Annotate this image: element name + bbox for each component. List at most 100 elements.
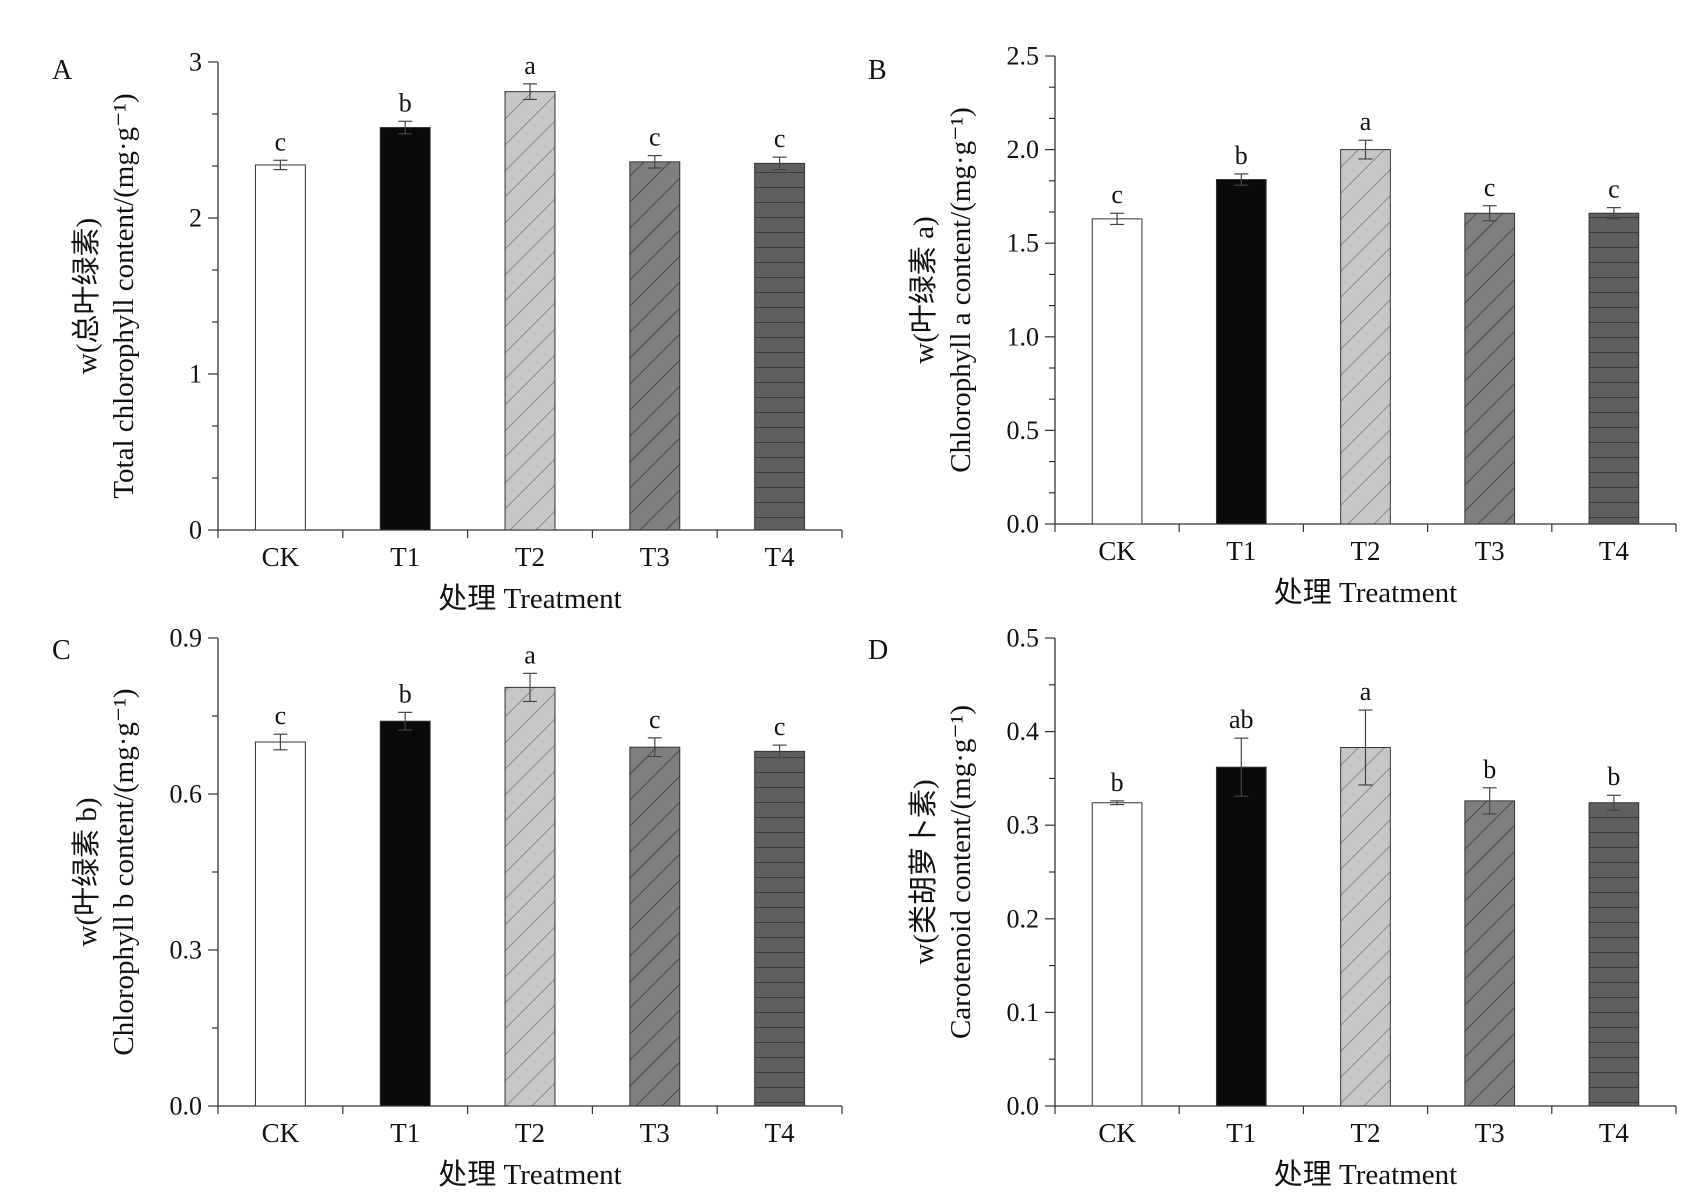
bar-t1 xyxy=(1215,766,1267,1107)
y-tick-label: 0.2 xyxy=(1007,904,1040,933)
y-tick-label: 0.1 xyxy=(1007,998,1040,1027)
y-axis-label: Chlorophyll b content/(mg·g⁻¹) xyxy=(108,688,140,1055)
y-tick-label: 0.4 xyxy=(1007,717,1040,746)
y-tick-label: 1 xyxy=(189,360,202,389)
y-tick-label: 1.5 xyxy=(1007,229,1040,258)
x-tick-label: T3 xyxy=(1475,536,1505,566)
chart-panel-c: C 0.0 0.3 0.6 0.9 c CK b T1 a T2 c T3 c T4 处理 Treatment… xyxy=(52,624,843,1191)
x-axis-label: 处理 Treatment xyxy=(438,1158,621,1191)
x-axis-label: 处理 Treatment xyxy=(438,582,621,615)
significance-letter: b xyxy=(1235,141,1248,170)
bar-t2 xyxy=(1340,149,1391,525)
significance-letter: c xyxy=(1484,173,1496,202)
x-tick-label: T1 xyxy=(390,542,420,572)
y-tick-label: 3 xyxy=(189,48,202,77)
x-tick-label: CK xyxy=(1098,536,1136,566)
y-tick-label: 2.5 xyxy=(1007,42,1040,71)
x-tick-label: T3 xyxy=(1475,1118,1505,1148)
y-axis-label-variable: w(总叶绿素) xyxy=(70,218,103,374)
chart-panel-a: A 0 1 2 3 c CK b T1 a T2 c T3 c T4 处理 Treatment Total ch… xyxy=(52,48,843,615)
x-tick-label: T4 xyxy=(765,1118,795,1148)
y-tick-label: 2 xyxy=(189,204,202,233)
x-tick-label: T4 xyxy=(1599,536,1629,566)
significance-letter: c xyxy=(774,712,786,741)
x-tick-label: CK xyxy=(262,542,300,572)
bar-ck xyxy=(254,164,306,531)
bar-ck xyxy=(1091,802,1143,1107)
x-tick-label: T1 xyxy=(1226,536,1256,566)
y-axis-label-variable: w(类胡萝卜素) xyxy=(907,779,940,964)
bar-t4 xyxy=(1588,212,1640,525)
bar-t4 xyxy=(1588,802,1640,1107)
significance-letter: b xyxy=(1111,768,1124,797)
y-tick-label: 0.6 xyxy=(170,780,203,809)
significance-letter: b xyxy=(399,679,412,708)
significance-letter: ab xyxy=(1229,705,1254,734)
significance-letter: c xyxy=(774,124,786,153)
y-tick-label: 0.5 xyxy=(1007,416,1040,445)
bar-t3 xyxy=(1464,800,1516,1107)
significance-letter: a xyxy=(1360,107,1372,136)
significance-letter: c xyxy=(1608,175,1620,204)
bar-t2 xyxy=(504,686,556,1107)
y-tick-label: 1.0 xyxy=(1007,322,1040,351)
significance-letter: c xyxy=(1111,180,1123,209)
significance-letter: a xyxy=(1360,677,1372,706)
bar-t3 xyxy=(1464,212,1516,525)
bar-t4 xyxy=(754,750,806,1107)
y-tick-label: 0.0 xyxy=(170,1092,203,1121)
y-axis-label: Carotenoid content/(mg·g⁻¹) xyxy=(945,705,977,1039)
y-tick-label: 0.0 xyxy=(1007,1092,1040,1121)
bar-t4 xyxy=(754,162,806,531)
x-tick-label: T2 xyxy=(1351,536,1381,566)
x-tick-label: T3 xyxy=(640,542,670,572)
x-tick-label: T4 xyxy=(765,542,795,572)
y-tick-label: 0.3 xyxy=(1007,811,1040,840)
bar-ck xyxy=(254,741,306,1107)
panel-label: C xyxy=(52,635,71,666)
x-tick-label: T2 xyxy=(1351,1118,1381,1148)
chart-panel-d: D 0.0 0.1 0.2 0.3 0.4 0.5 b CK ab T1 a T2 b T3 b T4 处理 Tr… xyxy=(868,624,1677,1191)
bar-t1 xyxy=(379,720,431,1107)
panel-label: D xyxy=(868,635,888,666)
significance-letter: b xyxy=(1607,762,1620,791)
y-tick-label: 0.0 xyxy=(1007,510,1040,539)
x-tick-label: T3 xyxy=(640,1118,670,1148)
y-tick-label: 0.5 xyxy=(1007,624,1040,653)
x-tick-label: T4 xyxy=(1599,1118,1629,1148)
bar-t1 xyxy=(379,127,431,531)
x-axis-label: 处理 Treatment xyxy=(1274,576,1457,609)
significance-letter: c xyxy=(649,123,661,152)
bar-t1 xyxy=(1215,179,1267,525)
y-axis-label-variable: w(叶绿素 a) xyxy=(907,216,940,363)
y-axis-label-variable: w(叶绿素 b) xyxy=(70,797,103,946)
x-tick-label: T1 xyxy=(390,1118,420,1148)
x-tick-label: T2 xyxy=(515,542,545,572)
x-tick-label: CK xyxy=(1098,1118,1136,1148)
x-axis-label: 处理 Treatment xyxy=(1274,1158,1457,1191)
x-tick-label: CK xyxy=(262,1118,300,1148)
panel-label: B xyxy=(868,55,887,86)
significance-letter: c xyxy=(275,701,287,730)
bar-t2 xyxy=(1340,747,1391,1107)
bar-ck xyxy=(1091,218,1143,525)
y-tick-label: 0.3 xyxy=(170,936,203,965)
y-axis-label: Chlorophyll a content/(mg·g⁻¹) xyxy=(945,107,977,473)
bar-t2 xyxy=(504,91,556,531)
bar-t3 xyxy=(629,746,681,1107)
y-tick-label: 2.0 xyxy=(1007,135,1040,164)
significance-letter: c xyxy=(649,705,661,734)
significance-letter: b xyxy=(1483,755,1496,784)
significance-letter: c xyxy=(275,127,287,156)
x-tick-label: T1 xyxy=(1226,1118,1256,1148)
bar-t3 xyxy=(629,161,681,531)
significance-letter: a xyxy=(524,51,536,80)
x-tick-label: T2 xyxy=(515,1118,545,1148)
significance-letter: b xyxy=(399,88,412,117)
y-tick-label: 0.9 xyxy=(170,624,203,653)
panel-label: A xyxy=(52,55,73,86)
chart-panel-b: B 0.0 0.5 1.0 1.5 2.0 2.5 c CK b T1 a T2 c T3 c T4 处理 Tre… xyxy=(868,42,1677,609)
y-tick-label: 0 xyxy=(189,516,202,545)
y-axis-label: Total chlorophyll content/(mg·g⁻¹) xyxy=(108,93,140,498)
